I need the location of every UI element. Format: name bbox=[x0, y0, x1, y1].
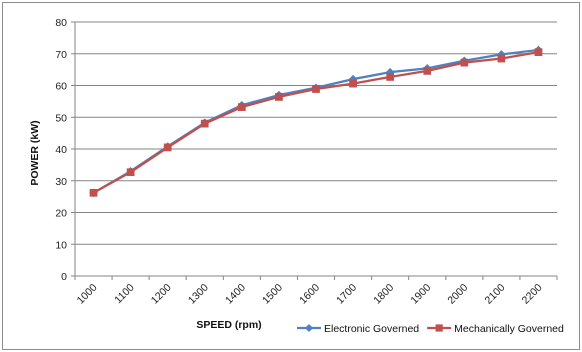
gridlines bbox=[75, 21, 557, 245]
data-point bbox=[163, 143, 172, 152]
legend-label: Electronic Governed bbox=[324, 323, 419, 335]
x-tick-label: 1700 bbox=[334, 282, 359, 307]
x-tick-label: 1500 bbox=[260, 282, 285, 307]
legend-item-2: Mechanically Governed bbox=[427, 323, 564, 335]
series-line bbox=[92, 51, 539, 194]
series-line bbox=[92, 48, 539, 194]
data-point bbox=[237, 103, 246, 111]
x-tick-label: 1000 bbox=[75, 282, 100, 307]
data-point bbox=[126, 168, 135, 177]
series-layer bbox=[89, 45, 543, 198]
data-point bbox=[275, 93, 283, 101]
legend-label: Mechanically Governed bbox=[454, 323, 564, 335]
data-point bbox=[89, 188, 98, 197]
y-tick-label: 10 bbox=[55, 239, 67, 251]
legend-marker bbox=[435, 324, 443, 332]
y-tick-label: 30 bbox=[55, 176, 67, 188]
y-tick-label: 0 bbox=[61, 271, 67, 283]
x-tick-label: 1300 bbox=[186, 282, 211, 307]
data-point bbox=[200, 119, 209, 128]
x-tick-label: 1200 bbox=[149, 282, 174, 307]
y-tick-label: 60 bbox=[55, 81, 67, 93]
x-tick-label: 1900 bbox=[408, 282, 433, 307]
legend-item-1: Electronic Governed bbox=[297, 323, 419, 335]
y-tick-label: 70 bbox=[55, 49, 67, 61]
legend-marker bbox=[305, 324, 313, 332]
y-tick-label: 40 bbox=[55, 144, 67, 156]
x-tick-label: 2000 bbox=[445, 282, 470, 307]
legend: Electronic Governed Mechanically Governed bbox=[297, 323, 564, 335]
data-point bbox=[349, 79, 357, 88]
data-point bbox=[423, 67, 432, 75]
y-tick-label: 20 bbox=[55, 208, 67, 220]
y-axis-title: POWER (kW) bbox=[29, 120, 41, 185]
x-tick-label: 1100 bbox=[112, 282, 137, 307]
series-1 bbox=[89, 45, 543, 198]
data-point bbox=[497, 54, 506, 63]
data-point bbox=[534, 48, 543, 57]
x-axis-title: SPEED (rpm) bbox=[196, 319, 261, 331]
x-tick-label: 1400 bbox=[223, 282, 248, 307]
x-tick-label: 1800 bbox=[371, 282, 396, 307]
x-tick-label: 2100 bbox=[483, 282, 508, 307]
y-tick-label: 80 bbox=[55, 17, 67, 29]
series-2 bbox=[89, 48, 543, 197]
y-tick-label: 50 bbox=[55, 112, 67, 124]
x-tick-label: 1600 bbox=[297, 282, 322, 307]
x-tick-label: 2200 bbox=[520, 282, 545, 307]
data-point bbox=[460, 58, 469, 67]
axes bbox=[71, 21, 558, 280]
data-point bbox=[386, 73, 395, 81]
data-point bbox=[312, 85, 320, 93]
